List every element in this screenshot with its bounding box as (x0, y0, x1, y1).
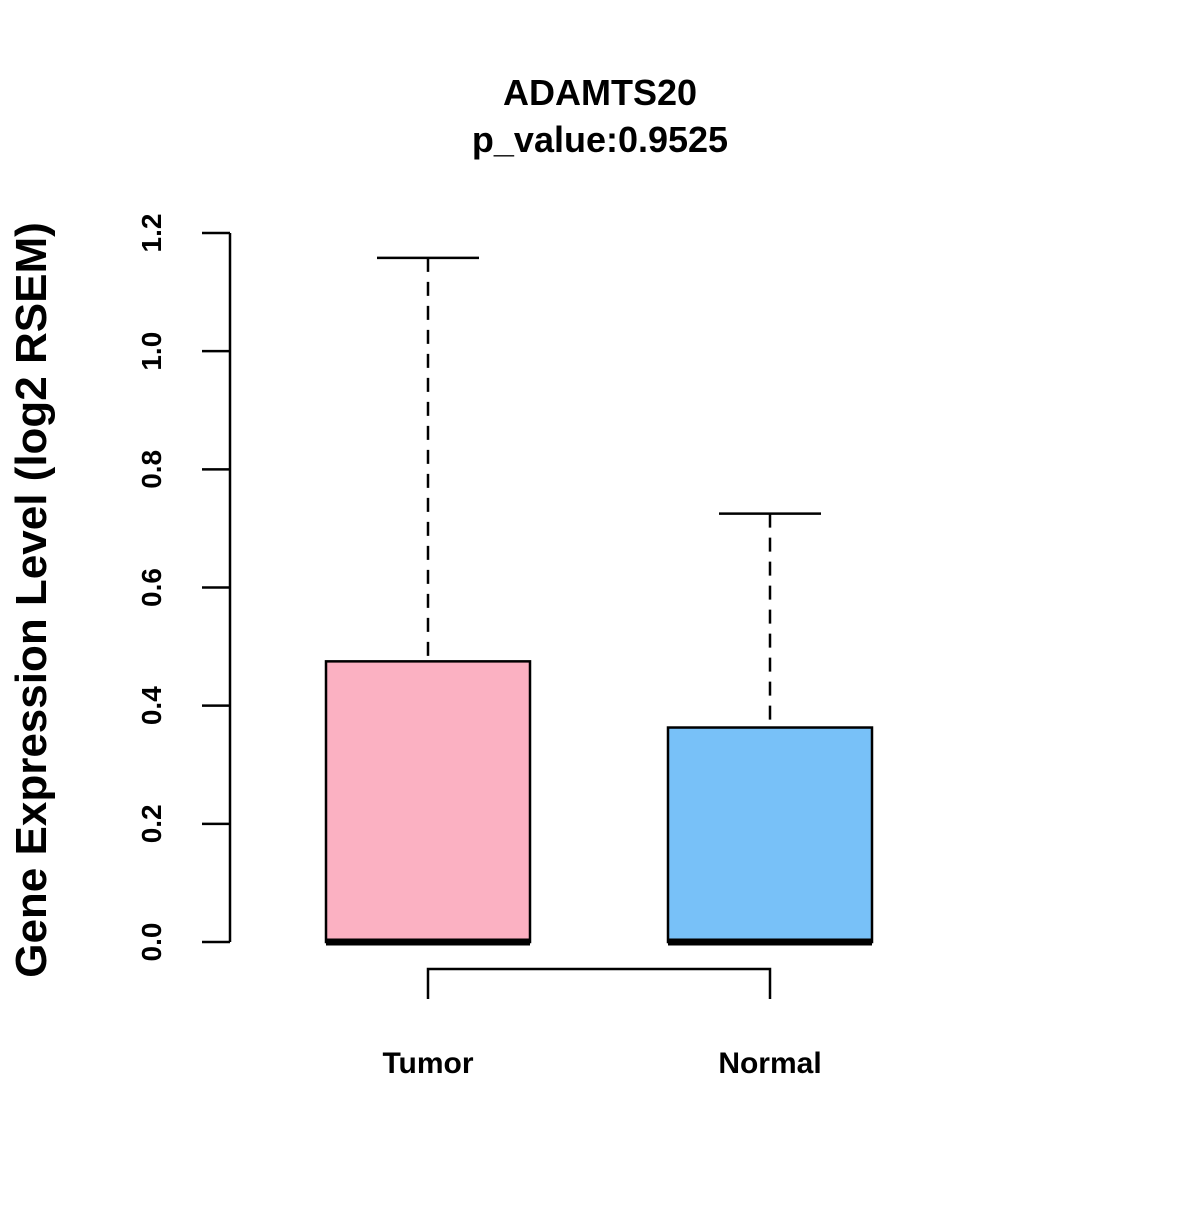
y-axis-label: Gene Expression Level (log2 RSEM) (7, 222, 56, 978)
box-body (324, 660, 532, 944)
comparison-bracket (426, 967, 772, 999)
bracket-line (426, 967, 772, 999)
y-tick-label: 0.2 (136, 804, 167, 843)
chart-title: ADAMTS20 (503, 72, 697, 113)
y-tick-label: 1.0 (136, 332, 167, 371)
category-labels: Tumor Normal (382, 1047, 821, 1080)
category-label-tumor: Tumor (382, 1047, 473, 1080)
y-tick-label: 0.6 (136, 568, 167, 607)
y-tick-label: 0.8 (136, 450, 167, 489)
y-tick-label: 0.4 (136, 686, 167, 725)
y-axis: 0.0 0.2 0.4 0.6 0.8 1.0 1.2 (136, 214, 232, 962)
box-body (666, 726, 874, 944)
box-group (324, 256, 874, 946)
y-tick-label: 0.0 (136, 923, 167, 962)
category-label-normal: Normal (718, 1047, 821, 1080)
box-normal (666, 512, 874, 946)
box-tumor (324, 256, 532, 946)
y-tick-label: 1.2 (136, 214, 167, 253)
chart-subtitle-pvalue: p_value:0.9525 (472, 119, 728, 160)
